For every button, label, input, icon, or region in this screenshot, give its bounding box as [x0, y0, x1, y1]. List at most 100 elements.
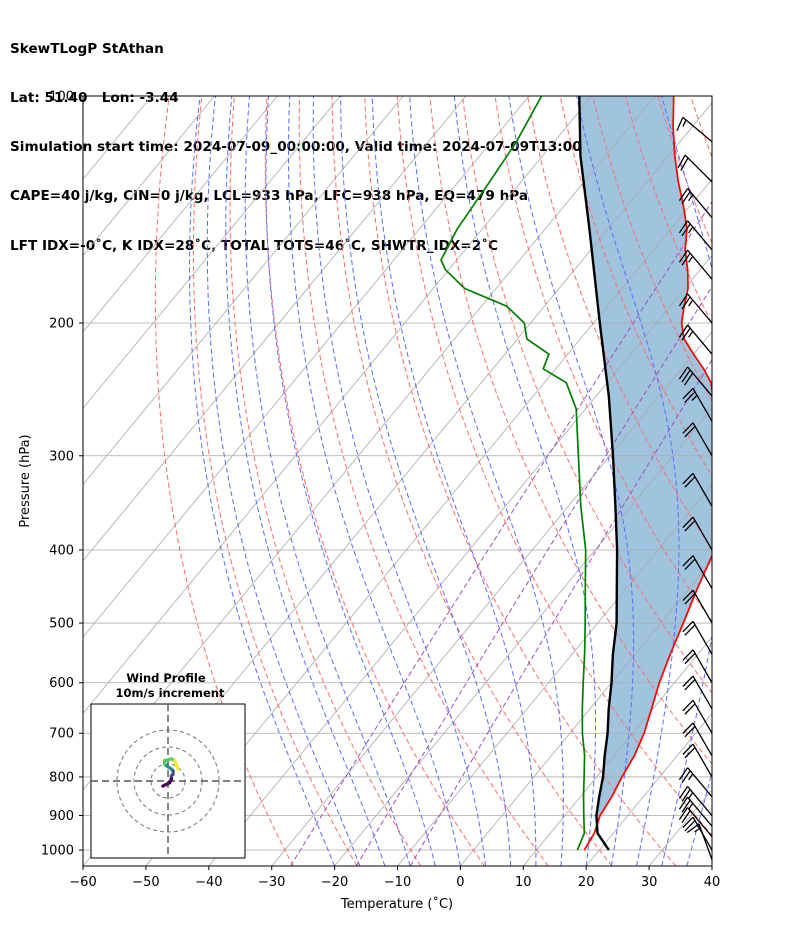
isotherm [208, 254, 712, 866]
mixing-ratio-line [409, 358, 712, 866]
x-tick-label: −10 [384, 875, 411, 890]
moist-adiabat [409, 96, 564, 866]
wind-barbs [676, 116, 713, 860]
moist-adiabat [453, 96, 596, 866]
wind-barb [682, 555, 713, 589]
mixing-ratio-line [355, 285, 712, 866]
y-tick-label: 900 [49, 809, 74, 824]
dry-adiabat [364, 96, 677, 866]
hodograph-subtitle: 10m/s increment [116, 686, 225, 700]
wind-barb [678, 249, 713, 280]
dry-adiabat [298, 96, 549, 866]
y-tick-label: 1000 [41, 844, 74, 859]
y-tick-label: 500 [49, 617, 74, 632]
temperature-profile [583, 96, 712, 851]
wind-barb [682, 620, 713, 655]
y-tick-label: 300 [49, 449, 74, 464]
wind-barb [678, 324, 713, 355]
header-title: SkewTLogP StAthan [10, 40, 164, 57]
moist-adiabat [287, 96, 461, 866]
wind-barb [676, 116, 713, 143]
isotherm [83, 96, 215, 257]
wind-barb [678, 220, 713, 251]
wind-barb [678, 807, 713, 838]
isotherm [83, 96, 530, 638]
moist-adiabat [661, 96, 712, 866]
wind-barb [682, 722, 713, 757]
wind-barb [678, 767, 713, 798]
x-tick-label: 10 [515, 875, 532, 890]
y-tick-label: 200 [49, 316, 74, 331]
wind-barb [682, 422, 713, 457]
dry-adiabat [331, 96, 613, 866]
y-axis-label: Pressure (hPa) [18, 434, 33, 527]
y-tick-label: 400 [49, 543, 74, 558]
dry-adiabat [192, 96, 358, 866]
isotherm [83, 96, 341, 409]
wind-barb [682, 387, 713, 422]
isotherm [522, 636, 712, 866]
x-tick-label: −30 [258, 875, 285, 890]
dry-adiabat [229, 96, 422, 866]
moist-adiabat [312, 96, 487, 866]
wind-barb [682, 472, 713, 507]
moist-adiabat [371, 96, 537, 866]
isotherm [83, 96, 593, 715]
isotherm [334, 407, 712, 866]
header-cape-line: CAPE=40 j/kg, CIN=0 j/kg, LCL=933 hPa, L… [10, 188, 529, 205]
wind-barb [682, 699, 713, 734]
dry-adiabat [723, 96, 794, 866]
dry-adiabat [264, 96, 485, 866]
isotherm [585, 712, 712, 866]
moist-adiabat [225, 96, 386, 866]
x-tick-label: 30 [641, 875, 658, 890]
dry-adiabat [559, 96, 712, 478]
wind-barb [682, 743, 713, 778]
isotherm [397, 483, 712, 866]
x-tick-label: 40 [704, 875, 721, 890]
wind-barb [682, 516, 713, 551]
parcel-profile [578, 96, 619, 851]
x-tick-label: 0 [456, 875, 464, 890]
dry-adiabat [154, 96, 294, 866]
y-tick-label: 100 [49, 90, 74, 105]
chart-header: SkewTLogP StAthan Lat: 51.40 Lon: -3.44 … [10, 8, 630, 271]
x-tick-label: −20 [321, 875, 348, 890]
dry-adiabat [396, 96, 712, 836]
mixing-ratio-line [290, 200, 712, 866]
x-tick-label: −40 [195, 875, 222, 890]
wind-barb [682, 649, 713, 684]
x-tick-label: 20 [578, 875, 595, 890]
moist-adiabat [576, 96, 680, 866]
wind-barb [678, 188, 713, 219]
x-tick-label: −60 [69, 875, 96, 890]
moist-adiabat [244, 96, 411, 866]
cape-area [579, 96, 712, 825]
dewpoint-profile [440, 96, 587, 851]
wind-barb [678, 785, 713, 816]
wind-barb [682, 675, 713, 710]
y-tick-label: 700 [49, 727, 74, 742]
moist-adiabat [265, 96, 436, 866]
y-tick-label: 800 [49, 770, 74, 785]
wind-barb [678, 796, 713, 827]
isotherm [83, 96, 467, 562]
x-tick-label: −50 [132, 875, 159, 890]
isotherm [711, 865, 712, 866]
hodograph-trace [174, 764, 180, 771]
hodograph-title: Wind Profile [126, 671, 206, 685]
x-axis-label: Temperature (˚C) [340, 896, 453, 912]
isotherm [145, 178, 712, 866]
wind-barb [682, 816, 713, 851]
dry-adiabat [788, 96, 794, 866]
moist-adiabat [340, 96, 512, 866]
dry-adiabat [756, 96, 794, 866]
wind-barb [677, 154, 713, 183]
isotherm [83, 96, 404, 486]
wind-barb [678, 366, 713, 397]
wind-barb [678, 293, 713, 324]
dry-adiabat [429, 96, 712, 765]
dry-adiabat [494, 96, 712, 623]
